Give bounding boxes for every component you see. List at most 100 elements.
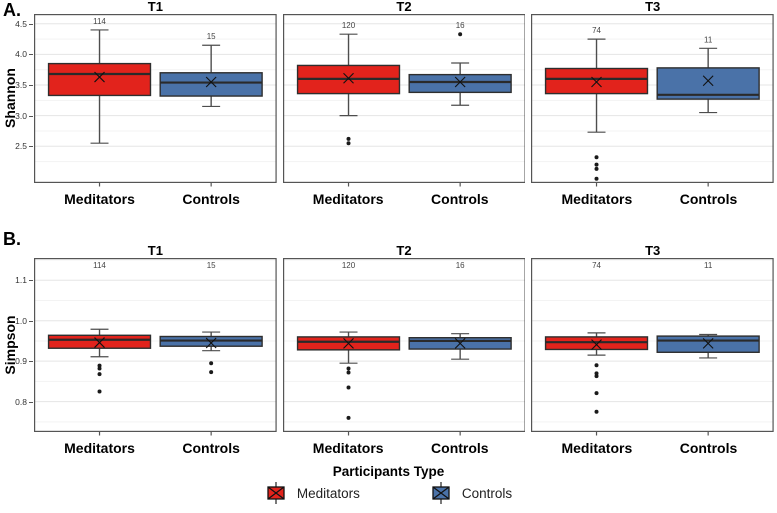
- y-tick-mark: [29, 146, 33, 148]
- outlier-point-meditators: [594, 409, 599, 414]
- mean-x-marker-meditators: [94, 71, 105, 83]
- panel-border: [531, 14, 775, 184]
- box-meditators: [545, 67, 649, 95]
- y-tick-label: 1.0: [15, 315, 27, 326]
- category-label-controls: Controls: [679, 191, 738, 207]
- facet-plot-shannon-t3: 74 11: [531, 14, 775, 187]
- facet-t1: T1 114 15 Meditators Controls: [34, 244, 277, 460]
- outlier-point-meditators: [594, 391, 599, 396]
- facet-panels: T1 114 15 Meditators Controls T2 120 16 Meditato…: [34, 243, 775, 460]
- facet-plot-simpson-t3: 74 11: [531, 258, 775, 436]
- box-controls: [159, 72, 263, 97]
- mean-x-marker-meditators: [342, 337, 354, 349]
- y-tick-label: 1.1: [15, 275, 27, 286]
- facet-plot-simpson-t2: 120 16: [282, 258, 526, 436]
- category-label-controls: Controls: [431, 191, 489, 207]
- boxplot-key-icon: [267, 482, 285, 504]
- mean-x-marker-controls: [703, 337, 714, 349]
- simpson-chart-row: 0.8 0.9 1.0 1.1 T1 114 15 Meditators Controls T2 1…: [0, 244, 777, 460]
- y-tick-mark: [29, 23, 33, 25]
- outlier-point-meditators: [594, 166, 599, 171]
- outlier-point-meditators: [594, 155, 599, 160]
- category-labels: Meditators Controls: [531, 187, 774, 211]
- category-labels: Meditators Controls: [34, 436, 277, 460]
- y-tick-label: 3.5: [15, 80, 27, 91]
- sample-size-label-meditators: 120: [342, 21, 356, 30]
- facet-plot-simpson-t1: 114 15: [34, 258, 277, 436]
- facet-title: T1: [147, 0, 163, 14]
- category-label-meditators: Meditators: [312, 440, 384, 456]
- category-label-controls: Controls: [182, 191, 240, 207]
- facet-t3: T3 74 11 Meditators Controls: [531, 0, 775, 211]
- legend-item-controls: Controls: [430, 481, 512, 505]
- mean-x-marker-controls: [205, 76, 217, 88]
- sample-size-label-meditators: 74: [592, 261, 601, 270]
- panel-border: [282, 14, 526, 184]
- outlier-point-meditators: [346, 370, 351, 375]
- sample-size-label-controls: 16: [455, 21, 464, 30]
- category-labels: Meditators Controls: [34, 187, 277, 211]
- sample-size-label-meditators: 120: [342, 261, 356, 270]
- facet-t1: T1 114 15 Meditators Controls: [34, 0, 277, 211]
- y-tick-label: 0.8: [15, 396, 27, 407]
- mean-x-marker-meditators: [94, 337, 105, 348]
- y-tick-mark: [29, 320, 33, 322]
- mean-x-marker-controls: [703, 75, 714, 87]
- panel-border: [34, 258, 277, 433]
- outlier-point-meditators: [594, 176, 599, 181]
- facet-title: T2: [396, 243, 412, 258]
- legend-title: Participants Type: [332, 464, 445, 479]
- outlier-point-meditators: [594, 363, 599, 368]
- sample-size-label-controls: 15: [207, 261, 216, 270]
- outlier-point-meditators: [594, 371, 599, 376]
- category-label-meditators: Meditators: [312, 191, 384, 207]
- sample-size-label-meditators: 74: [592, 26, 601, 35]
- panel-border: [282, 258, 526, 433]
- shannon-chart-row: 2.5 3.0 3.5 4.0 4.5 T1 114 15 Meditators Controls…: [0, 0, 777, 215]
- outlier-point-controls: [209, 361, 214, 366]
- y-tick-mark: [29, 361, 33, 363]
- category-label-meditators: Meditators: [64, 191, 135, 207]
- category-label-controls: Controls: [182, 440, 240, 456]
- facet-t3: T3 74 11 Meditators Controls: [531, 244, 775, 460]
- outlier-point-meditators: [594, 374, 599, 379]
- mean-x-marker-controls: [205, 337, 217, 349]
- outlier-point-controls: [457, 32, 462, 37]
- sample-size-label-controls: 15: [207, 32, 216, 41]
- legend-item-label: Controls: [461, 485, 513, 501]
- mean-x-marker-controls: [454, 337, 466, 349]
- panel-border: [34, 14, 277, 184]
- facet-t2: T2 120 16 Meditators Controls: [282, 0, 526, 211]
- outlier-point-meditators: [97, 372, 102, 377]
- facet-plot-shannon-t1: 114 15: [34, 14, 277, 187]
- sample-size-label-meditators: 114: [93, 17, 106, 26]
- outlier-point-meditators: [346, 141, 351, 146]
- box-controls: [408, 73, 512, 94]
- y-tick-mark: [29, 115, 33, 117]
- y-tick-label: 3.0: [15, 110, 27, 121]
- y-tick-mark: [29, 54, 33, 56]
- legend-items: Meditators Controls: [0, 481, 777, 505]
- y-tick-mark: [29, 401, 33, 403]
- box-meditators: [47, 62, 152, 97]
- y-tick-label: 2.5: [15, 141, 27, 152]
- outlier-point-meditators: [594, 162, 599, 167]
- legend: Participants Type Meditators Controls: [0, 464, 777, 505]
- legend-item-label: Meditators: [296, 485, 360, 501]
- outlier-point-meditators: [346, 385, 351, 390]
- category-label-meditators: Meditators: [561, 191, 633, 207]
- legend-item-meditators: Meditators: [265, 481, 360, 505]
- outlier-point-meditators: [97, 366, 102, 371]
- facet-title: T1: [147, 243, 163, 258]
- facet-title: T2: [396, 0, 412, 14]
- panel-b-label: B.: [3, 229, 21, 249]
- category-label-controls: Controls: [679, 440, 738, 456]
- outlier-point-controls: [209, 370, 214, 375]
- sample-size-label-meditators: 114: [93, 261, 106, 270]
- panel-a-label: A.: [3, 0, 21, 20]
- outlier-point-meditators: [346, 366, 351, 371]
- y-tick-mark: [29, 85, 33, 87]
- box-controls: [656, 335, 761, 353]
- facet-plot-shannon-t2: 120 16: [282, 14, 526, 187]
